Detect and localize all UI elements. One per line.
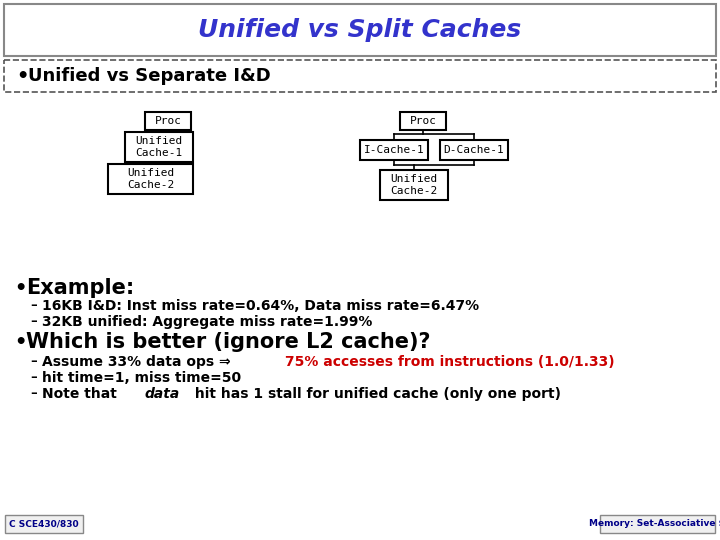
Bar (380, 170, 448, 200)
Text: –: – (30, 372, 37, 384)
Text: Assume 33% data ops ⇒: Assume 33% data ops ⇒ (42, 355, 230, 369)
Text: –: – (30, 355, 37, 368)
Bar (108, 164, 193, 194)
Text: •: • (14, 279, 27, 298)
Text: Unified: Unified (390, 174, 438, 184)
Text: C SCE430/830: C SCE430/830 (9, 519, 78, 529)
Text: 32KB unified: Aggregate miss rate=1.99%: 32KB unified: Aggregate miss rate=1.99% (42, 315, 372, 329)
Text: Example:: Example: (26, 278, 134, 298)
Bar (440, 140, 508, 160)
Text: –: – (30, 315, 37, 328)
Bar (5, 515, 83, 533)
Text: hit time=1, miss time=50: hit time=1, miss time=50 (42, 371, 241, 385)
Text: Cache-2: Cache-2 (390, 186, 438, 195)
Text: –: – (30, 388, 37, 401)
Text: Unified: Unified (127, 168, 174, 178)
Text: •: • (16, 66, 28, 85)
Text: D-Cache-1: D-Cache-1 (444, 145, 505, 155)
Bar (125, 132, 193, 162)
Text: hit has 1 stall for unified cache (only one port): hit has 1 stall for unified cache (only … (190, 387, 562, 401)
Bar (360, 140, 428, 160)
Text: Which is better (ignore L2 cache)?: Which is better (ignore L2 cache)? (26, 332, 431, 352)
Text: Proc: Proc (410, 116, 436, 126)
Text: Unified: Unified (135, 137, 183, 146)
Text: Cache-2: Cache-2 (127, 180, 174, 190)
Text: Unified vs Split Caches: Unified vs Split Caches (199, 18, 521, 42)
Text: data: data (145, 387, 180, 401)
Bar (600, 515, 715, 533)
Bar (4, 4, 716, 56)
Text: 75% accesses from instructions (1.0/1.33): 75% accesses from instructions (1.0/1.33… (285, 355, 615, 369)
Text: •: • (14, 333, 27, 352)
Bar (145, 112, 191, 130)
Text: Proc: Proc (155, 116, 181, 126)
Text: 16KB I&D: Inst miss rate=0.64%, Data miss rate=6.47%: 16KB I&D: Inst miss rate=0.64%, Data mis… (42, 299, 479, 313)
Bar (4, 60, 716, 92)
Text: Cache-1: Cache-1 (135, 147, 183, 158)
Text: Memory: Set-Associative $: Memory: Set-Associative $ (589, 519, 720, 529)
Text: Note that: Note that (42, 387, 122, 401)
Text: I-Cache-1: I-Cache-1 (364, 145, 424, 155)
Text: –: – (30, 300, 37, 313)
Text: Unified vs Separate I&D: Unified vs Separate I&D (28, 67, 271, 85)
Bar (400, 112, 446, 130)
